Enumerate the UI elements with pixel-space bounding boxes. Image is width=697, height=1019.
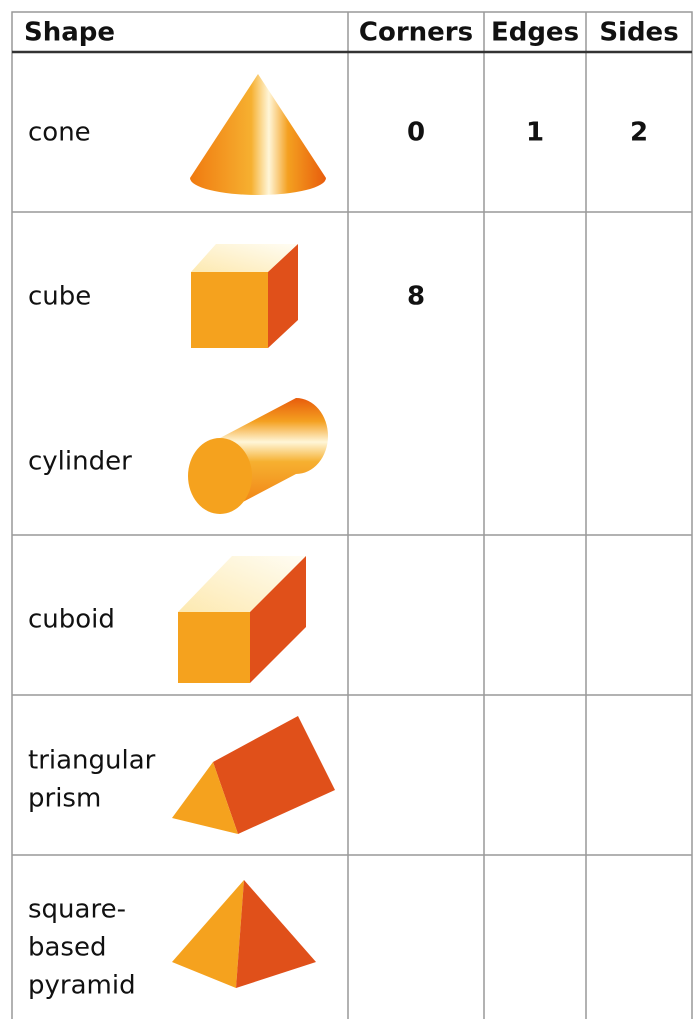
grid: [11, 11, 693, 1019]
cell-value: 2: [630, 118, 648, 148]
cuboid-icon: [178, 556, 306, 683]
shape-name: triangular: [28, 746, 156, 776]
table-border: [11, 11, 693, 1019]
shape-name: square-: [28, 895, 126, 925]
cell-value: 1: [526, 118, 544, 148]
header-cell: Sides: [599, 18, 678, 48]
cone-icon: [190, 74, 326, 195]
shape-name: cube: [28, 282, 91, 312]
header-cell: Edges: [491, 18, 579, 48]
shape-name: based: [28, 933, 106, 963]
shape-name: cuboid: [28, 605, 115, 635]
shape-name: prism: [28, 784, 101, 814]
shape-name: pyramid: [28, 971, 136, 1001]
cell-value: 0: [407, 118, 425, 148]
shape-name: cylinder: [28, 447, 132, 477]
pyramid-icon: [172, 880, 316, 988]
prism-icon: [172, 716, 335, 834]
cell-value: 8: [407, 282, 425, 312]
header-cell: Corners: [359, 18, 473, 48]
cylinder-icon: [188, 398, 328, 514]
shape-name: cone: [28, 118, 91, 148]
header-cell: Shape: [24, 18, 115, 48]
cube-icon: [191, 244, 298, 348]
